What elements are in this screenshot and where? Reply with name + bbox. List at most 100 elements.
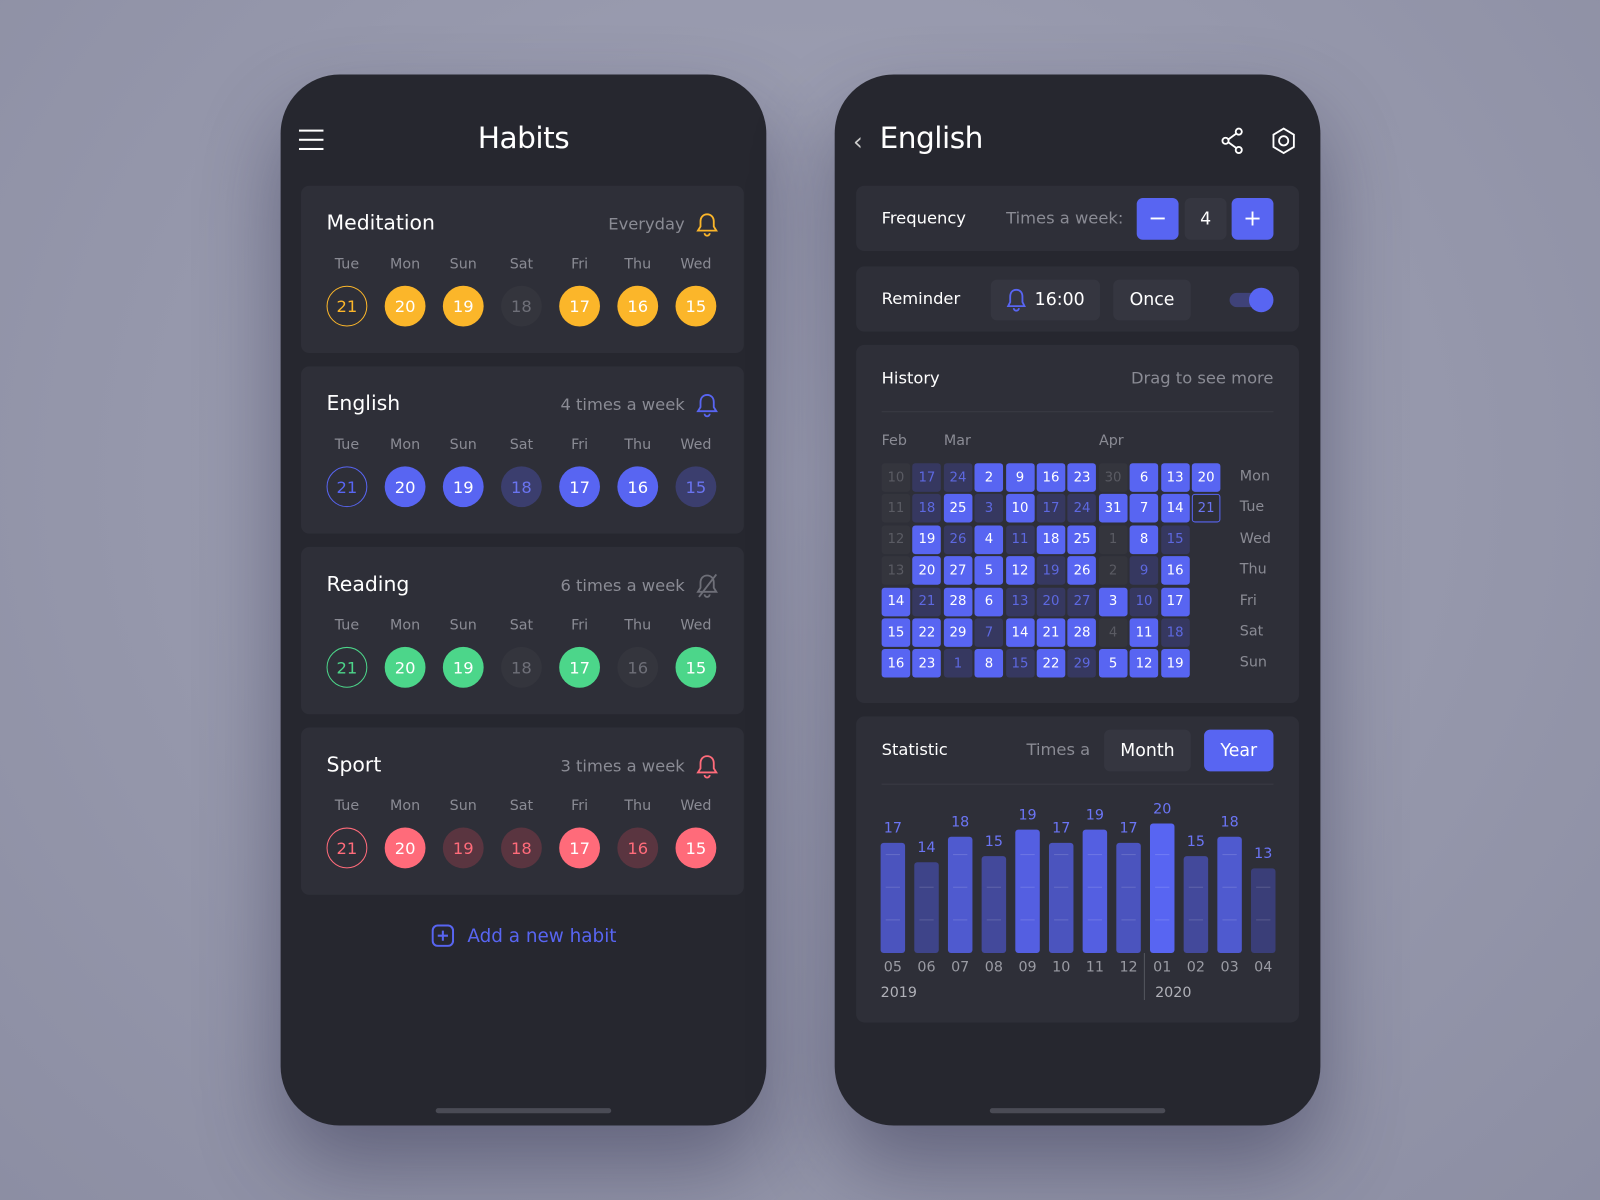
bell-icon[interactable]: [696, 753, 718, 784]
calendar-day[interactable]: 4: [1098, 618, 1128, 647]
menu-button[interactable]: [298, 129, 324, 150]
day-circle[interactable]: 21: [326, 827, 368, 869]
calendar-day[interactable]: 20: [1036, 587, 1066, 616]
calendar-day[interactable]: 5: [1098, 649, 1128, 678]
chart-bar[interactable]: [1149, 823, 1175, 954]
calendar-day[interactable]: 27: [943, 556, 973, 585]
tab-year[interactable]: Year: [1204, 729, 1274, 772]
bell-off-icon[interactable]: [696, 572, 718, 603]
chart-bar[interactable]: [1082, 829, 1108, 954]
calendar-day[interactable]: 20: [912, 556, 942, 585]
calendar-day[interactable]: 9: [1005, 463, 1035, 492]
calendar-day[interactable]: 29: [943, 618, 973, 647]
calendar-day[interactable]: 12: [1005, 556, 1035, 585]
calendar-day[interactable]: 12: [1129, 649, 1159, 678]
calendar-day[interactable]: 4: [974, 525, 1004, 554]
day-circle[interactable]: 15: [675, 285, 717, 327]
day-circle[interactable]: 18: [501, 827, 542, 869]
settings-icon[interactable]: [1270, 127, 1297, 156]
day-circle[interactable]: 20: [384, 466, 426, 508]
habit-card[interactable]: English 4 times a week Tue 21 Mon 20 Sun 19 Sat 1…: [301, 366, 744, 534]
calendar-day[interactable]: 2: [1098, 556, 1128, 585]
calendar-day[interactable]: 24: [943, 463, 973, 492]
day-circle[interactable]: 20: [384, 285, 426, 327]
day-circle[interactable]: 16: [617, 466, 659, 508]
day-circle[interactable]: 19: [442, 646, 484, 688]
calendar-day[interactable]: 22: [912, 618, 942, 647]
day-circle[interactable]: 18: [501, 646, 542, 688]
calendar-day[interactable]: 18: [1160, 618, 1190, 647]
day-circle[interactable]: 20: [384, 646, 426, 688]
calendar-day[interactable]: 10: [881, 463, 911, 492]
day-circle[interactable]: 17: [559, 285, 600, 327]
history-card[interactable]: History Drag to see more Feb Mar Apr 10 1…: [856, 344, 1299, 704]
calendar-day[interactable]: 11: [881, 494, 911, 523]
calendar-day[interactable]: 8: [974, 649, 1004, 678]
bell-icon[interactable]: [696, 211, 718, 242]
day-circle[interactable]: 17: [559, 466, 600, 508]
chart-bar[interactable]: [1251, 868, 1276, 954]
bell-icon[interactable]: [696, 392, 718, 423]
calendar-day[interactable]: 5: [974, 556, 1004, 585]
calendar-day[interactable]: 2: [974, 463, 1004, 492]
calendar-day[interactable]: 21: [1036, 618, 1066, 647]
chart-bar[interactable]: [1217, 836, 1242, 954]
decrement-button[interactable]: −: [1136, 197, 1179, 240]
add-habit-button[interactable]: Add a new habit: [431, 924, 616, 947]
calendar-day[interactable]: 8: [1129, 525, 1159, 554]
day-circle[interactable]: 16: [617, 827, 659, 869]
habit-card[interactable]: Meditation Everyday Tue 21 Mon 20 Sun 19 Sat 18 Fr…: [301, 185, 744, 354]
calendar-day[interactable]: 13: [1005, 587, 1035, 616]
calendar-day[interactable]: 27: [1067, 587, 1097, 616]
day-circle[interactable]: 20: [384, 827, 426, 869]
calendar-day[interactable]: 15: [1005, 649, 1035, 678]
reminder-repeat-button[interactable]: Once: [1113, 279, 1191, 321]
frequency-value[interactable]: 4: [1184, 197, 1227, 240]
chart-bar[interactable]: [1183, 855, 1209, 954]
tab-month[interactable]: Month: [1104, 729, 1191, 772]
day-circle[interactable]: 19: [442, 285, 484, 327]
calendar-day[interactable]: 17: [1036, 494, 1066, 523]
day-circle[interactable]: 15: [675, 466, 717, 508]
day-circle[interactable]: 17: [559, 827, 600, 869]
calendar-day[interactable]: 22: [1036, 649, 1066, 678]
calendar-day[interactable]: 30: [1098, 463, 1128, 492]
habit-card[interactable]: Sport 3 times a week Tue 21 Mon 20 Sun 19 Sat 18 F…: [301, 727, 744, 895]
calendar-day[interactable]: 1: [943, 649, 973, 678]
calendar-day[interactable]: 31: [1098, 494, 1128, 523]
calendar-day[interactable]: 3: [1098, 587, 1128, 616]
calendar-day[interactable]: 29: [1067, 649, 1097, 678]
calendar-day[interactable]: 14: [1160, 494, 1190, 523]
calendar-day[interactable]: 26: [1067, 556, 1097, 585]
calendar-day[interactable]: 28: [943, 587, 973, 616]
calendar-day[interactable]: 17: [1160, 587, 1190, 616]
day-circle[interactable]: 16: [617, 646, 659, 688]
day-circle[interactable]: 18: [501, 466, 542, 508]
calendar-day[interactable]: 10: [1005, 494, 1035, 523]
calendar-day[interactable]: 1: [1098, 525, 1128, 554]
day-circle[interactable]: 15: [675, 827, 717, 869]
calendar-day[interactable]: 7: [974, 618, 1004, 647]
calendar-day[interactable]: 26: [943, 525, 973, 554]
reminder-toggle[interactable]: [1229, 287, 1274, 313]
calendar-day[interactable]: 23: [1067, 463, 1097, 492]
calendar-day[interactable]: 25: [943, 494, 973, 523]
share-icon[interactable]: [1220, 127, 1244, 155]
day-circle[interactable]: 16: [617, 285, 659, 327]
calendar-day[interactable]: 21: [912, 587, 942, 616]
calendar-day[interactable]: 18: [1036, 525, 1066, 554]
calendar-day[interactable]: 16: [1160, 556, 1190, 585]
calendar-day[interactable]: 6: [1129, 463, 1159, 492]
calendar-day[interactable]: 10: [1129, 587, 1159, 616]
calendar-day[interactable]: 28: [1067, 618, 1097, 647]
calendar-day[interactable]: 13: [1160, 463, 1190, 492]
chart-bar[interactable]: [914, 862, 939, 954]
calendar-day[interactable]: 16: [1036, 463, 1066, 492]
calendar-day[interactable]: 7: [1129, 494, 1159, 523]
calendar-day[interactable]: 21: [1191, 494, 1221, 523]
calendar-day[interactable]: 15: [881, 618, 911, 647]
chart-bar[interactable]: [880, 842, 906, 954]
calendar-day[interactable]: 16: [881, 649, 911, 678]
calendar-day[interactable]: 11: [1005, 525, 1035, 554]
calendar-day[interactable]: 23: [912, 649, 942, 678]
